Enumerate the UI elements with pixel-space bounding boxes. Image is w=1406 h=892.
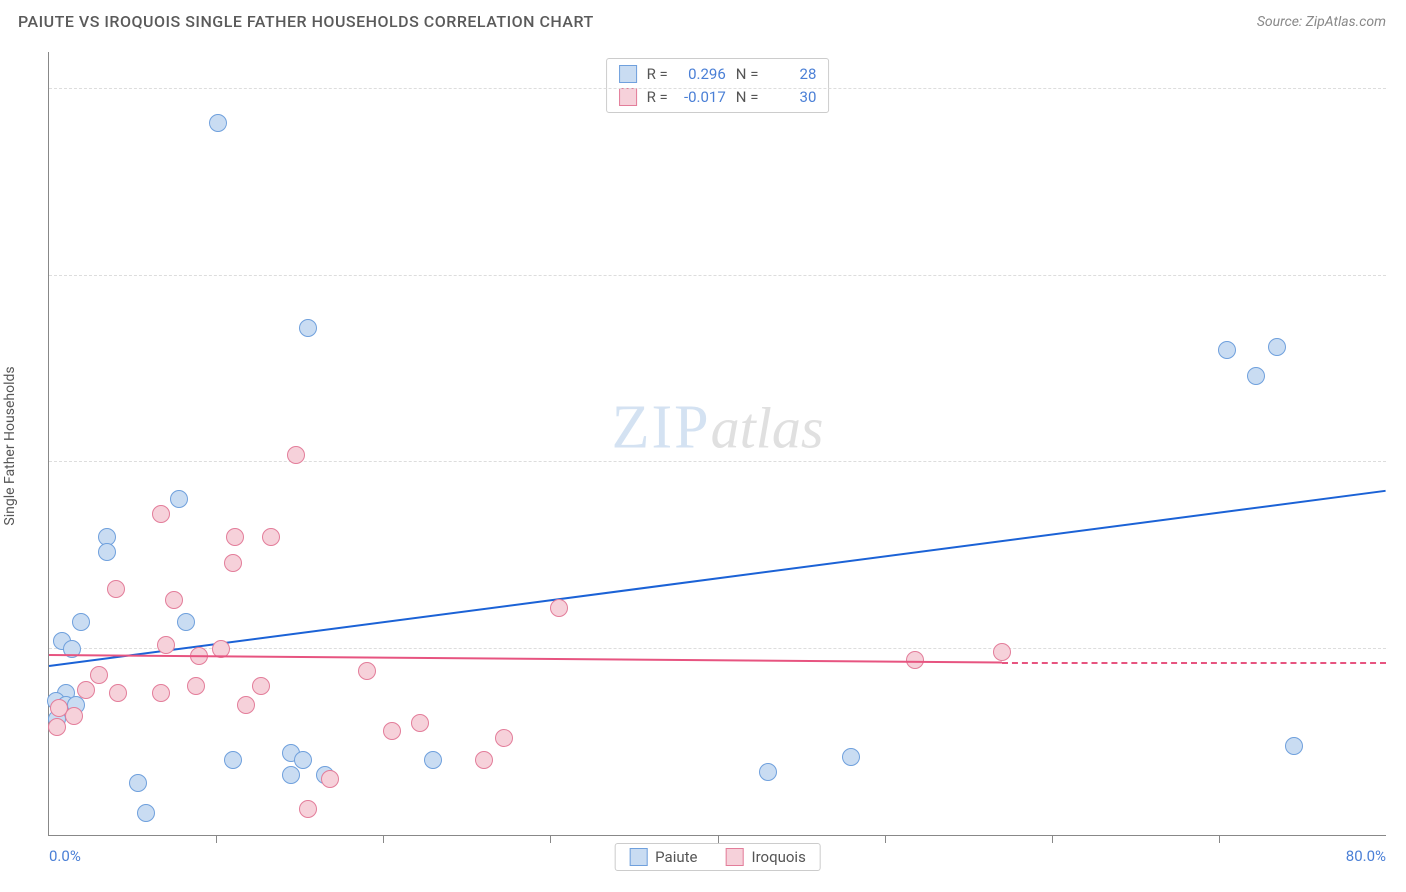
data-point <box>383 722 401 740</box>
x-tick <box>885 835 886 843</box>
series-legend-item: Iroquois <box>726 848 806 866</box>
data-point <box>72 613 90 631</box>
data-point <box>237 696 255 714</box>
data-point <box>294 751 312 769</box>
data-point <box>226 528 244 546</box>
data-point <box>77 681 95 699</box>
data-point <box>187 677 205 695</box>
trend-line-extrapolated <box>1002 662 1386 664</box>
gridline <box>49 461 1386 462</box>
data-point <box>65 707 83 725</box>
data-point <box>165 591 183 609</box>
n-label: N = <box>736 63 759 86</box>
x-tick <box>718 835 719 843</box>
n-value: 28 <box>768 63 816 86</box>
data-point <box>299 319 317 337</box>
x-tick-label: 0.0% <box>49 847 81 865</box>
data-point <box>177 613 195 631</box>
trend-line <box>49 490 1386 667</box>
series-name: Paiute <box>655 848 697 866</box>
chart-title: PAIUTE VS IROQUOIS SINGLE FATHER HOUSEHO… <box>18 12 594 31</box>
data-point <box>842 748 860 766</box>
data-point <box>287 446 305 464</box>
y-axis-label: Single Father Households <box>2 366 18 525</box>
x-tick <box>1219 835 1220 843</box>
chart-plot-area: ZIPatlas R =0.296N =28R =-0.017N =30 Pai… <box>48 52 1386 836</box>
gridline <box>49 88 1386 89</box>
x-tick-label: 80.0% <box>1346 847 1386 865</box>
x-tick <box>1052 835 1053 843</box>
data-point <box>759 763 777 781</box>
legend-swatch <box>619 65 637 83</box>
r-label: R = <box>647 63 668 86</box>
data-point <box>90 666 108 684</box>
legend-swatch <box>629 848 647 866</box>
series-legend: Paiute Iroquois <box>614 843 821 871</box>
data-point <box>1285 737 1303 755</box>
data-point <box>993 643 1011 661</box>
data-point <box>152 684 170 702</box>
source-label: Source: ZipAtlas.com <box>1257 14 1386 30</box>
data-point <box>550 599 568 617</box>
data-point <box>1247 367 1265 385</box>
data-point <box>282 766 300 784</box>
data-point <box>224 554 242 572</box>
data-point <box>48 718 66 736</box>
y-tick-label: 20.0% <box>1396 62 1406 80</box>
data-point <box>109 684 127 702</box>
data-point <box>107 580 125 598</box>
legend-swatch <box>619 88 637 106</box>
x-tick <box>550 835 551 843</box>
series-legend-item: Paiute <box>629 848 697 866</box>
data-point <box>170 490 188 508</box>
data-point <box>224 751 242 769</box>
y-tick-label: 15.0% <box>1396 249 1406 267</box>
data-point <box>152 505 170 523</box>
legend-row: R = 0.296 N = 28 <box>619 63 817 86</box>
data-point <box>137 804 155 822</box>
y-tick-label: 5.0% <box>1396 622 1406 640</box>
data-point <box>411 714 429 732</box>
data-point <box>98 543 116 561</box>
correlation-legend: R =0.296N =28R =-0.017N =30 <box>606 58 830 113</box>
r-value: 0.296 <box>678 63 726 86</box>
data-point <box>299 800 317 818</box>
data-point <box>475 751 493 769</box>
gridline <box>49 275 1386 276</box>
y-tick-label: 10.0% <box>1396 435 1406 453</box>
legend-swatch <box>726 848 744 866</box>
data-point <box>1268 338 1286 356</box>
data-point <box>424 751 442 769</box>
data-point <box>1218 341 1236 359</box>
series-name: Iroquois <box>752 848 806 866</box>
data-point <box>262 528 280 546</box>
gridline <box>49 648 1386 649</box>
data-point <box>129 774 147 792</box>
data-point <box>321 770 339 788</box>
watermark: ZIPatlas <box>612 392 824 463</box>
data-point <box>252 677 270 695</box>
x-tick <box>383 835 384 843</box>
data-point <box>209 114 227 132</box>
x-tick <box>216 835 217 843</box>
data-point <box>157 636 175 654</box>
data-point <box>495 729 513 747</box>
data-point <box>358 662 376 680</box>
